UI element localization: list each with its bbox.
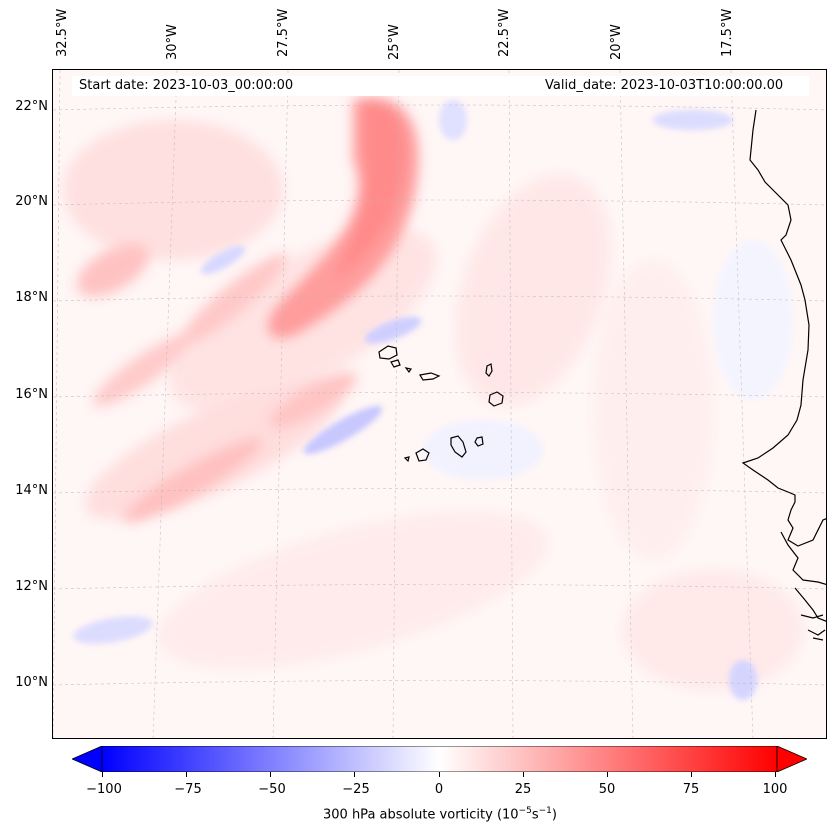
lon-label-20w: 20°W xyxy=(609,24,624,60)
start-date-label: Start date: 2023-10-03_00:00:00 xyxy=(79,78,294,93)
lat-label-12n: 12°N xyxy=(15,579,48,594)
colorbar-label-exp1: −5 xyxy=(518,806,532,816)
vorticity-negative-patch xyxy=(423,420,543,480)
colorbar-tickmark xyxy=(186,772,187,777)
island-sao-vicente xyxy=(390,359,401,368)
vorticity-negative-patch xyxy=(729,660,757,700)
island-maio xyxy=(474,436,484,447)
colorbar-tickmark xyxy=(523,772,524,777)
colorbar-extend-max xyxy=(776,746,807,772)
lon-label-30w: 30°W xyxy=(165,24,180,60)
valid-date-label: Valid_date: 2023-10-03T10:00:00.00 xyxy=(545,78,784,93)
lon-label-27-5w: 27.5°W xyxy=(276,8,291,57)
colorbar-tick-label: 25 xyxy=(514,782,532,797)
colorbar-extend-min xyxy=(72,746,103,772)
colorbar-tick-label: −25 xyxy=(342,782,370,797)
island-santiago xyxy=(450,435,467,458)
lon-label-22-5w: 22.5°W xyxy=(497,8,512,57)
colorbar-label-text: 300 hPa absolute vorticity (10 xyxy=(323,807,519,823)
vorticity-patch xyxy=(93,333,193,407)
graticule-parallel xyxy=(53,295,826,302)
colorbar-label-end: ) xyxy=(551,807,557,823)
africa-coastline xyxy=(741,109,826,641)
graticule-meridian xyxy=(272,70,289,738)
colorbar-tick-label: 100 xyxy=(762,782,788,797)
vorticity-negative-patch xyxy=(303,405,383,455)
vorticity-patch xyxy=(123,438,263,522)
island-santo-antao xyxy=(378,345,398,360)
graticule-parallel xyxy=(53,584,826,590)
colorbar-label: 300 hPa absolute vorticity (10−5s−1) xyxy=(0,806,837,822)
lon-label-25w: 25°W xyxy=(387,24,402,60)
colorbar-tick-label: 0 xyxy=(434,782,444,797)
vorticity-patch xyxy=(159,512,547,668)
vorticity-negative-patch xyxy=(73,616,153,644)
lat-label-22n: 22°N xyxy=(15,99,48,114)
lat-label-10n: 10°N xyxy=(15,675,48,690)
vorticity-patch xyxy=(178,253,288,347)
lat-label-18n: 18°N xyxy=(15,290,48,305)
colorbar-tickmark xyxy=(607,772,608,777)
lon-label-32-5w: 32.5°W xyxy=(55,8,70,57)
vorticity-streak xyxy=(333,100,407,280)
graticule-parallel xyxy=(53,680,826,686)
graticule-meridian xyxy=(53,70,61,738)
graticule-parallel xyxy=(53,392,826,398)
graticule-parallel xyxy=(53,104,826,111)
colorbar-gradient xyxy=(101,746,778,772)
colorbar-tick-label: 75 xyxy=(682,782,700,797)
lat-label-16n: 16°N xyxy=(15,387,48,402)
vorticity-negative-patch xyxy=(200,245,246,275)
island-boa-vista xyxy=(488,391,504,407)
colorbar-tickmark xyxy=(102,772,103,777)
graticule-meridian xyxy=(392,70,400,738)
vorticity-negative-patch xyxy=(713,240,793,400)
lat-label-20n: 20°N xyxy=(15,194,48,209)
graticule-parallel xyxy=(53,488,826,494)
vorticity-patch xyxy=(455,174,611,406)
vorticity-negative-patch xyxy=(439,100,467,140)
graticule-meridian xyxy=(508,70,514,738)
colorbar-label-exp2: −1 xyxy=(538,806,552,816)
island-santa-luzia xyxy=(404,367,412,374)
colorbar-tickmark xyxy=(354,772,355,777)
header-band xyxy=(72,76,809,96)
colorbar-tickmark xyxy=(270,772,271,777)
vorticity-patch xyxy=(269,372,357,428)
graticule-parallel xyxy=(53,199,826,206)
colorbar-tickmark xyxy=(775,772,776,777)
graticule-meridian xyxy=(619,70,634,738)
colorbar-tick-label: −100 xyxy=(86,782,122,797)
colorbar xyxy=(72,746,807,772)
graticule-meridian xyxy=(152,70,178,738)
vorticity-negative-patch xyxy=(364,316,422,344)
vorticity-field xyxy=(53,70,826,738)
colorbar-label-unit: s xyxy=(531,807,539,823)
vorticity-negative-patch xyxy=(653,110,733,130)
vorticity-patch xyxy=(76,243,150,297)
island-sao-nicolau xyxy=(419,372,441,381)
island-fogo xyxy=(415,448,430,462)
colorbar-tick-label: −50 xyxy=(258,782,286,797)
colorbar-tickmark xyxy=(439,772,440,777)
island-brava xyxy=(403,456,410,463)
graticule-meridian xyxy=(730,70,754,738)
colorbar-tick-label: 50 xyxy=(598,782,616,797)
lat-label-14n: 14°N xyxy=(15,483,48,498)
lon-label-17-5w: 17.5°W xyxy=(720,8,735,57)
vorticity-patch xyxy=(593,260,713,560)
vorticity-map xyxy=(52,69,827,739)
vorticity-patch xyxy=(623,570,803,690)
colorbar-tick-label: −75 xyxy=(174,782,202,797)
island-sal xyxy=(485,363,493,377)
colorbar-tickmark xyxy=(691,772,692,777)
